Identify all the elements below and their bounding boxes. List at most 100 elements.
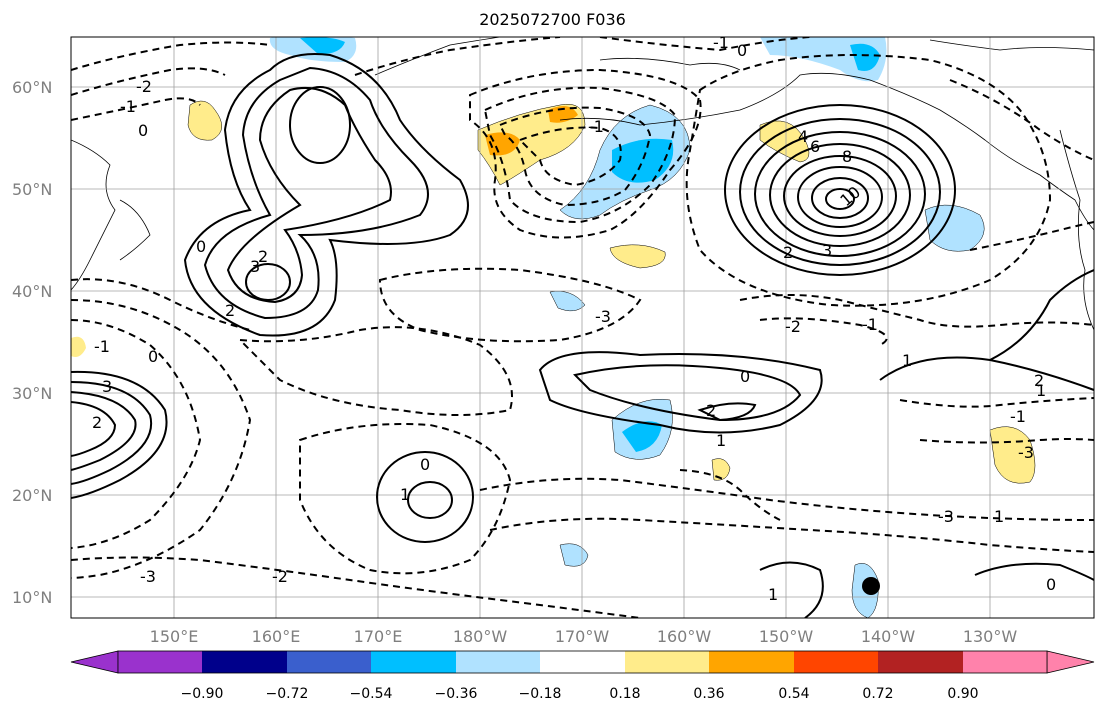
contour-label: 2 [92,413,102,432]
low-contour [376,451,474,543]
high-ring-label: 2 [783,243,793,262]
shade-positive [477,103,586,186]
lat-label: 60°N [12,78,53,97]
shade-strong-negative [622,421,662,452]
contour-label: 2 [1034,371,1044,390]
colorbar-tick: 0.18 [609,686,641,702]
high-center-label: 10 [836,182,864,210]
shade-negative [559,543,589,567]
shade-strong-positive [485,132,520,156]
high-ring-label: 4 [798,127,808,146]
colorbar-segment [371,651,456,673]
lon-label: 170°E [353,627,403,646]
west-contour [71,370,168,499]
contour-label: 0 [420,455,430,474]
low-contour [407,481,453,519]
contour-label: 0 [148,347,158,366]
west-contour [71,391,137,471]
contour-label: 0 [138,121,148,140]
lon-label: 170°W [554,627,610,646]
shade-positive [609,244,666,269]
colorbar-segment [878,651,963,673]
high-contour [797,166,883,228]
shade-strong-negative [612,138,674,183]
contour-label: 3 [250,257,260,276]
contour-labels: 10 8 6 4 3 2 3 2 2 0 0 2 1 1 0 1 1 3 2 -… [92,37,1056,604]
lat-label: 20°N [12,486,53,505]
shade-positive [71,336,86,357]
west-contour [71,381,153,485]
colorbar-segment [540,651,625,673]
lon-label: 150°E [149,627,199,646]
colorbar-segment [202,651,287,673]
contour-label: 2 [706,401,716,420]
se-contour [974,562,1094,581]
high-ring-label: 3 [822,241,832,260]
colorbar-tick: −0.72 [265,686,309,702]
contour-label: 3 [102,377,112,396]
shade-strong-positive [548,106,578,123]
high-ring-label: 6 [810,137,820,156]
high-contour [825,188,855,210]
contour-label: 0 [196,237,206,256]
shade-positive [759,120,810,163]
contour-label: 2 [225,301,235,320]
colorbar-low-extension [70,650,119,674]
colorbar-segment [456,651,540,673]
contour-label: 0 [1046,575,1056,594]
contour-label: 0 [740,367,750,386]
contour-label: 1 [768,585,778,604]
contour-label: -1 [588,117,604,136]
map-title: 2025072700 F036 [479,10,626,29]
contour-label: 1 [716,431,726,450]
contour-label: 1 [902,351,912,370]
contour-label: -3 [595,307,611,326]
contour-label: 1 [994,507,1004,526]
lon-label: 160°E [251,627,301,646]
se-contour [759,561,824,618]
shade-negative [924,204,985,252]
colorbar-tick: −0.54 [349,686,393,702]
contour-label: 2 [258,247,268,266]
ridge-contour [289,86,351,164]
high-contour [811,177,869,219]
map-frame [70,36,1095,619]
colorbar [70,650,1095,674]
lat-label: 10°N [12,588,53,607]
contour-label: -1 [862,315,878,334]
band-contour [538,351,823,434]
colorbar-tick: 0.36 [693,686,725,702]
shade-negative [549,291,586,312]
high-contour [724,104,956,276]
contour-label: -2 [136,77,152,96]
band-contour [697,402,757,422]
ridge-contour [245,263,291,301]
high-contour [754,131,926,257]
west-contour [71,401,117,457]
ridge-contour [203,66,429,320]
colorbar-segment [709,651,794,673]
colorbar-segment [625,651,709,673]
shade-positive [989,426,1036,484]
colorbar-frame [117,650,1048,674]
colorbar-segment [794,651,878,673]
lon-label: 130°W [962,627,1018,646]
colorbar-segment [963,651,1047,673]
contour-label: -2 [272,567,288,586]
shade-strong-negative [300,37,345,55]
lat-label: 50°N [12,180,53,199]
shade-positive [711,458,731,481]
shade-positive [187,100,222,141]
contour-label: -1 [120,97,136,116]
east-contour [989,269,1094,361]
colorbar-tick: 0.90 [947,686,979,702]
contour-label: 1 [1036,381,1046,400]
colorbar-tick: −0.18 [518,686,562,702]
lat-label: 30°N [12,384,53,403]
band-contour [573,364,802,422]
colorbar-high-extension [1046,650,1095,674]
positive-contours [71,53,1094,618]
contour-label: -2 [785,317,801,336]
contour-label: -3 [1018,443,1034,462]
colorbar-tick: −0.90 [180,686,224,702]
